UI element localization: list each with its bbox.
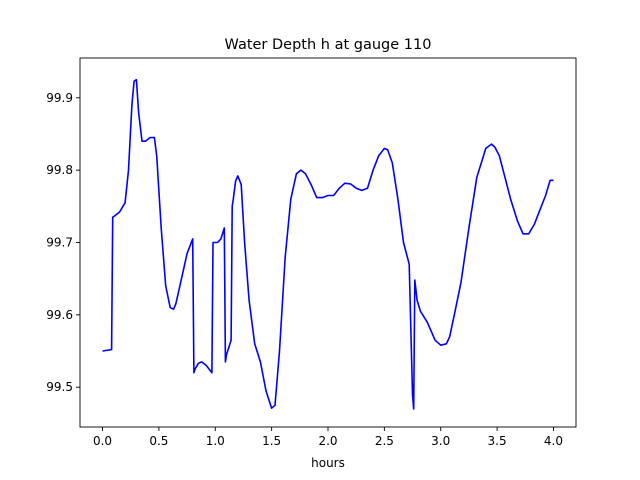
x-tick-label: 2.0 bbox=[318, 434, 337, 448]
plot-frame bbox=[79, 57, 577, 428]
y-tick-label: 99.9 bbox=[46, 91, 73, 105]
series-line-0 bbox=[102, 78, 554, 410]
x-tick-label: 3.5 bbox=[488, 434, 507, 448]
x-tick-label: 0.0 bbox=[93, 434, 112, 448]
x-tick-label: 0.5 bbox=[149, 434, 168, 448]
plot-area: 0.0 0.5 1.0 1.5 2.0 2.5 3.0 3.5 4.0 99.5 99.6 99.7 9… bbox=[46, 57, 577, 448]
y-tick-label: 99.8 bbox=[46, 163, 73, 177]
x-tick-label: 1.0 bbox=[206, 434, 225, 448]
x-tick-label: 4.0 bbox=[544, 434, 563, 448]
chart-title: Water Depth h at gauge 110 bbox=[225, 37, 432, 53]
x-tick-label: 3.0 bbox=[431, 434, 450, 448]
y-tick-label: 99.5 bbox=[46, 380, 73, 394]
y-tick-label: 99.6 bbox=[46, 308, 73, 322]
x-axis-label: hours bbox=[311, 456, 345, 470]
x-tick-label: 1.5 bbox=[262, 434, 281, 448]
y-tick-label: 99.7 bbox=[46, 236, 73, 250]
x-tick-label: 2.5 bbox=[375, 434, 394, 448]
